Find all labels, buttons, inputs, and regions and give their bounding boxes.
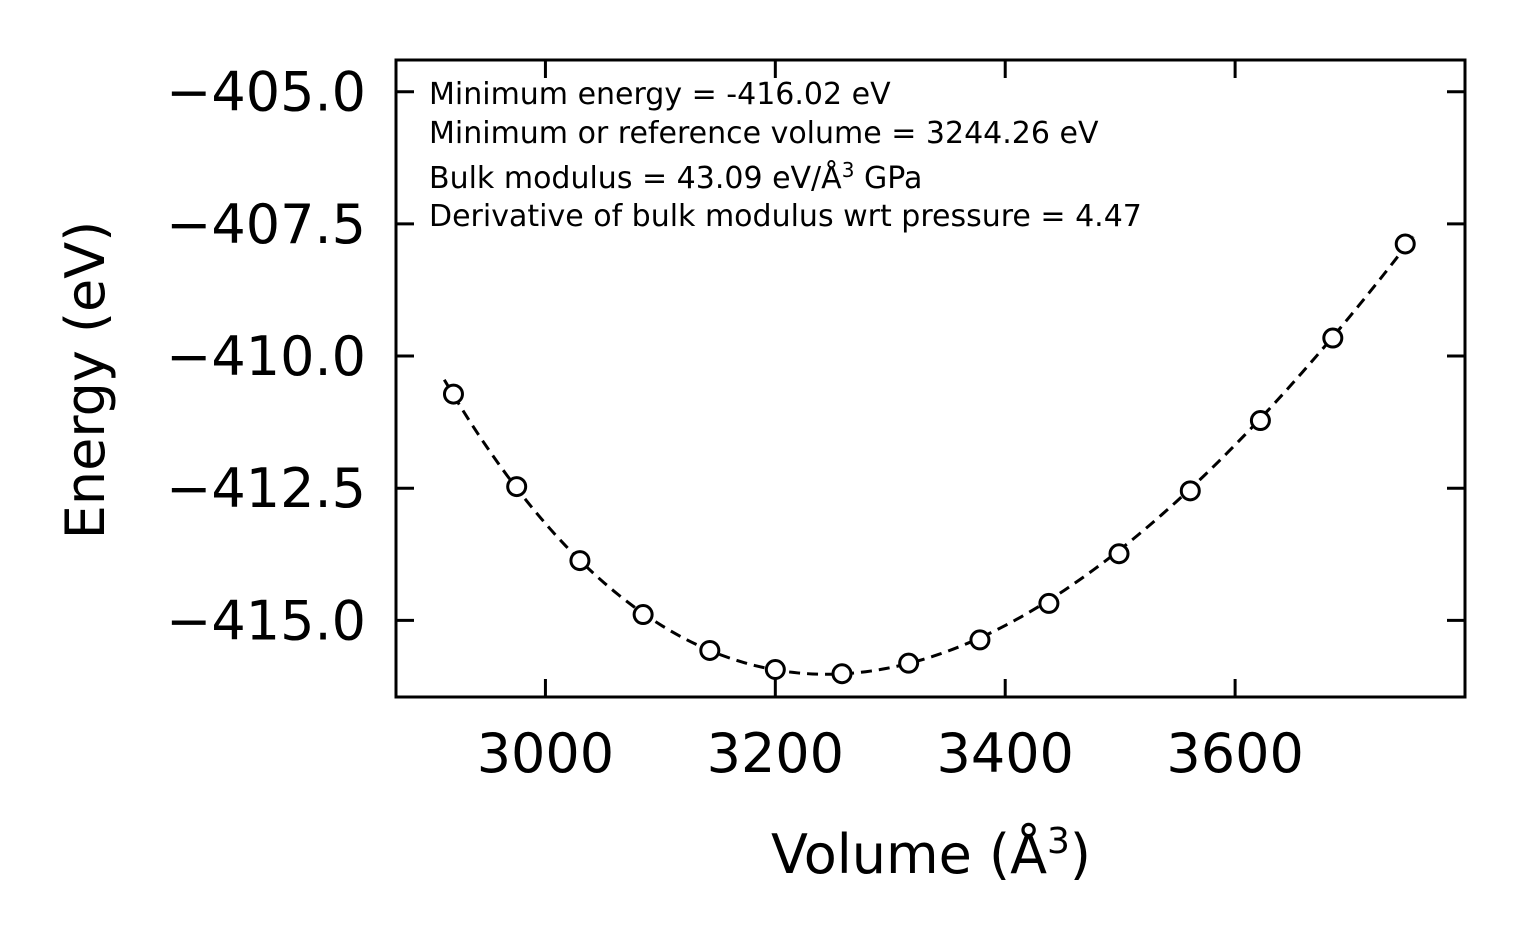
y-tick-label: −412.5 [166, 457, 366, 520]
data-point [442, 383, 464, 405]
data-point [1179, 480, 1201, 502]
x-tick-label: 3200 [707, 722, 844, 785]
data-point [831, 663, 853, 685]
annotation-bulk-modulus-unit: GPa [854, 161, 922, 196]
x-axis-title-sup: 3 [1047, 821, 1070, 862]
data-point [1322, 327, 1344, 349]
data-point [632, 604, 654, 626]
data-point [1038, 592, 1060, 614]
x-tick-label: 3400 [936, 722, 1073, 785]
plot-frame [394, 58, 1467, 699]
x-tick-label: 3000 [477, 722, 614, 785]
x-axis-title-close: ) [1070, 823, 1091, 886]
annotation-bulk-modulus-main: Bulk modulus = 43.09 eV/Å [429, 160, 842, 196]
annotation-bulk-modulus-sup: 3 [842, 158, 855, 182]
fit-curve [442, 235, 1415, 676]
data-point [764, 659, 786, 681]
y-tick-label: −405.0 [166, 61, 366, 124]
data-point [699, 639, 721, 661]
x-tick-label: 3600 [1166, 722, 1303, 785]
data-point [898, 652, 920, 674]
data-point [1249, 410, 1271, 432]
data-point [1394, 233, 1416, 255]
annotation-min-energy: Minimum energy = -416.02 eV [429, 77, 891, 112]
data-point [506, 476, 528, 498]
x-axis-title: Volume (Å3) [771, 821, 1091, 886]
y-tick-label: −415.0 [166, 589, 366, 652]
data-point [1108, 543, 1130, 565]
y-axis-title: Energy (eV) [54, 221, 117, 540]
data-points-layer [442, 233, 1416, 685]
annotation-min-volume: Minimum or reference volume = 3244.26 eV [429, 116, 1099, 151]
annotation-bulk-modulus: Bulk modulus = 43.09 eV/Å3 GPa [429, 158, 922, 196]
ticks-layer: 3000 3200 3400 3600 −405.0 −407.5 −410.0 −412.5… [166, 60, 1465, 785]
x-axis-title-main: Volume (Å [771, 822, 1047, 886]
data-point [569, 550, 591, 572]
data-point [969, 629, 991, 651]
fit-curve-layer [442, 235, 1415, 676]
y-tick-label: −410.0 [166, 325, 366, 388]
annotation-bulk-modulus-derivative: Derivative of bulk modulus wrt pressure … [429, 199, 1142, 234]
y-tick-label: −407.5 [166, 193, 366, 256]
